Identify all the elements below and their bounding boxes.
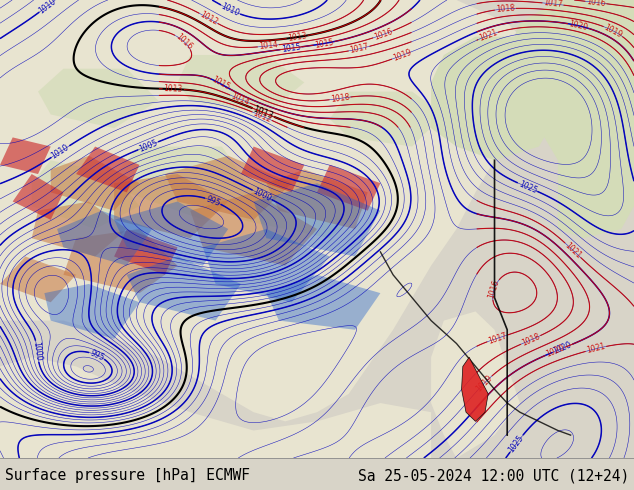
Text: 1016: 1016 bbox=[487, 279, 501, 300]
Text: 1020: 1020 bbox=[545, 343, 566, 359]
Polygon shape bbox=[178, 55, 304, 115]
Text: Sa 25-05-2024 12:00 UTC (12+24): Sa 25-05-2024 12:00 UTC (12+24) bbox=[358, 468, 629, 483]
Text: 1000: 1000 bbox=[32, 341, 43, 362]
Text: 995: 995 bbox=[205, 194, 221, 208]
Polygon shape bbox=[32, 201, 127, 256]
Polygon shape bbox=[0, 0, 558, 421]
Text: 1018: 1018 bbox=[330, 93, 350, 104]
Polygon shape bbox=[462, 357, 488, 421]
Text: 1005: 1005 bbox=[138, 138, 158, 153]
Text: 1021: 1021 bbox=[563, 241, 583, 260]
Text: 1012: 1012 bbox=[198, 10, 219, 27]
Polygon shape bbox=[38, 69, 158, 128]
Text: Surface pressure [hPa] ECMWF: Surface pressure [hPa] ECMWF bbox=[5, 468, 250, 483]
Text: 1010: 1010 bbox=[220, 1, 241, 18]
Polygon shape bbox=[63, 229, 178, 293]
Polygon shape bbox=[241, 147, 304, 193]
Text: 1017: 1017 bbox=[543, 0, 563, 9]
Polygon shape bbox=[228, 174, 368, 238]
Polygon shape bbox=[0, 137, 51, 174]
Text: 1020: 1020 bbox=[552, 341, 573, 356]
Text: 1017: 1017 bbox=[487, 331, 508, 345]
Polygon shape bbox=[507, 0, 634, 238]
Polygon shape bbox=[76, 147, 139, 193]
Polygon shape bbox=[127, 256, 241, 320]
Polygon shape bbox=[431, 37, 571, 160]
Text: 1010: 1010 bbox=[37, 0, 58, 15]
Text: 1010: 1010 bbox=[50, 143, 71, 161]
Text: 1012: 1012 bbox=[252, 108, 273, 124]
Polygon shape bbox=[266, 170, 368, 229]
Polygon shape bbox=[190, 193, 317, 266]
Text: 1015: 1015 bbox=[281, 43, 301, 54]
Polygon shape bbox=[431, 312, 520, 458]
Text: 1025: 1025 bbox=[507, 433, 526, 454]
Polygon shape bbox=[0, 357, 431, 458]
Text: 1021: 1021 bbox=[477, 28, 498, 43]
Polygon shape bbox=[330, 92, 444, 147]
Polygon shape bbox=[57, 211, 152, 266]
Text: 1013: 1013 bbox=[252, 104, 275, 121]
Text: 1000: 1000 bbox=[252, 187, 273, 203]
Polygon shape bbox=[266, 275, 380, 330]
Polygon shape bbox=[114, 201, 228, 266]
Text: 1013: 1013 bbox=[164, 84, 183, 94]
Text: 1015: 1015 bbox=[210, 75, 231, 92]
Polygon shape bbox=[114, 147, 254, 220]
Text: 1014: 1014 bbox=[258, 41, 278, 51]
Polygon shape bbox=[203, 229, 330, 302]
Text: 1019: 1019 bbox=[474, 373, 494, 393]
Text: 995: 995 bbox=[88, 348, 105, 362]
Polygon shape bbox=[44, 284, 139, 339]
Polygon shape bbox=[254, 183, 380, 256]
Polygon shape bbox=[114, 174, 228, 238]
Polygon shape bbox=[165, 156, 292, 220]
Text: 1014: 1014 bbox=[230, 91, 250, 107]
Text: 1013: 1013 bbox=[287, 31, 307, 43]
Polygon shape bbox=[13, 174, 63, 220]
Text: 1019: 1019 bbox=[391, 48, 413, 63]
Text: 1016: 1016 bbox=[174, 31, 194, 51]
Polygon shape bbox=[32, 160, 139, 229]
Text: 1016: 1016 bbox=[586, 0, 606, 8]
Polygon shape bbox=[51, 156, 139, 211]
Text: 1017: 1017 bbox=[349, 42, 370, 55]
Text: 1020: 1020 bbox=[568, 19, 589, 32]
Text: 1015: 1015 bbox=[314, 37, 334, 49]
Text: 1018: 1018 bbox=[495, 3, 515, 14]
Polygon shape bbox=[0, 256, 76, 302]
Text: 1025: 1025 bbox=[517, 179, 538, 195]
Text: 1018: 1018 bbox=[520, 332, 541, 348]
Polygon shape bbox=[317, 165, 380, 211]
Text: 1021: 1021 bbox=[586, 342, 606, 355]
Text: 1016: 1016 bbox=[373, 27, 394, 42]
Polygon shape bbox=[114, 229, 178, 275]
Text: 1019: 1019 bbox=[603, 23, 624, 40]
